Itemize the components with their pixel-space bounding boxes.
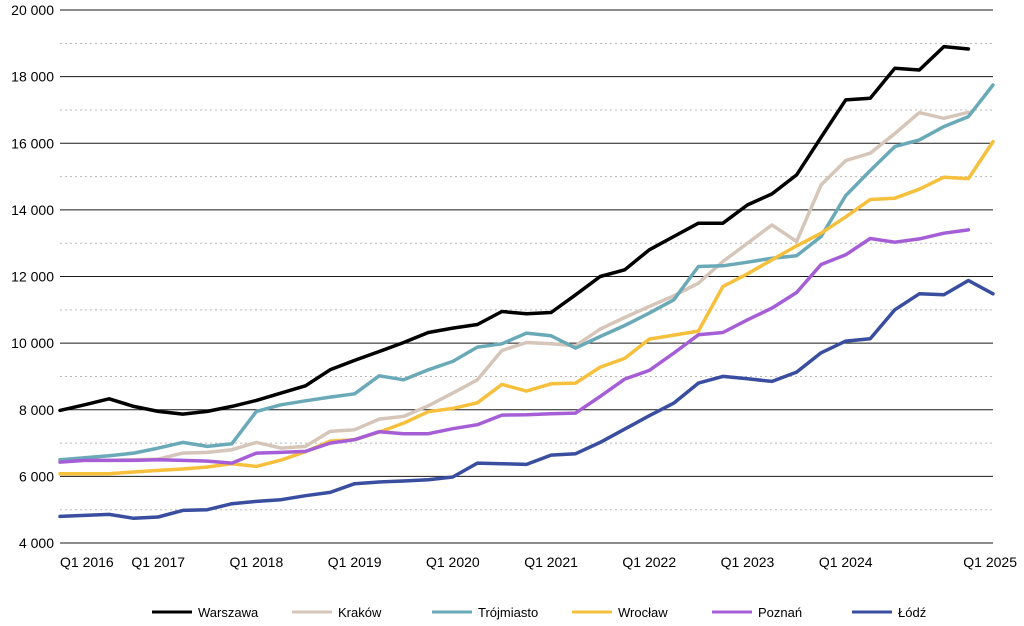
legend-label: Kraków <box>338 605 382 620</box>
x-tick-label: Q1 2025 <box>963 554 1017 570</box>
series-line-0 <box>58 44 971 416</box>
legend-label: Łódź <box>898 605 926 620</box>
y-tick-label: 12 000 <box>11 269 54 285</box>
y-tick-label: 16 000 <box>11 135 54 151</box>
series-lines <box>58 44 995 521</box>
legend-label: Trójmiasto <box>478 605 538 620</box>
y-tick-label: 18 000 <box>11 69 54 85</box>
y-tick-label: 6 000 <box>19 468 54 484</box>
x-tick-label: Q1 2019 <box>328 554 382 570</box>
series-line-1 <box>58 110 971 463</box>
legend-label: Warszawa <box>198 605 259 620</box>
y-tick-label: 20 000 <box>11 2 54 18</box>
legend-label: Wrocław <box>618 605 668 620</box>
x-tick-label: Q1 2021 <box>524 554 578 570</box>
y-tick-label: 10 000 <box>11 335 54 351</box>
x-tick-label: Q1 2017 <box>131 554 185 570</box>
y-axis-tick-labels: 4 000 6 000 8 000 10 000 12 000 14 000 16 000 1… <box>11 2 54 551</box>
y-tick-label: 14 000 <box>11 202 54 218</box>
x-tick-label: Q1 2016 <box>60 554 114 570</box>
legend-label: Poznań <box>758 605 802 620</box>
legend: Warszawa Kraków Trójmiasto Wrocław Poznań Łód… <box>152 605 926 620</box>
x-tick-label: Q1 2020 <box>426 554 480 570</box>
series-line-3 <box>58 139 995 476</box>
y-tick-label: 4 000 <box>19 535 54 551</box>
x-axis-tick-labels: Q1 2016 Q1 2017 Q1 2018 Q1 2019 Q1 2020 Q1 20… <box>60 554 1017 570</box>
x-tick-label: Q1 2023 <box>721 554 775 570</box>
x-tick-label: Q1 2018 <box>230 554 284 570</box>
series-line-5 <box>58 278 995 521</box>
x-tick-label: Q1 2022 <box>622 554 676 570</box>
y-tick-label: 8 000 <box>19 402 54 418</box>
series-line-2 <box>58 83 995 462</box>
grid-lines <box>60 9 993 544</box>
series-line-4 <box>58 228 971 465</box>
x-tick-label: Q1 2024 <box>819 554 873 570</box>
